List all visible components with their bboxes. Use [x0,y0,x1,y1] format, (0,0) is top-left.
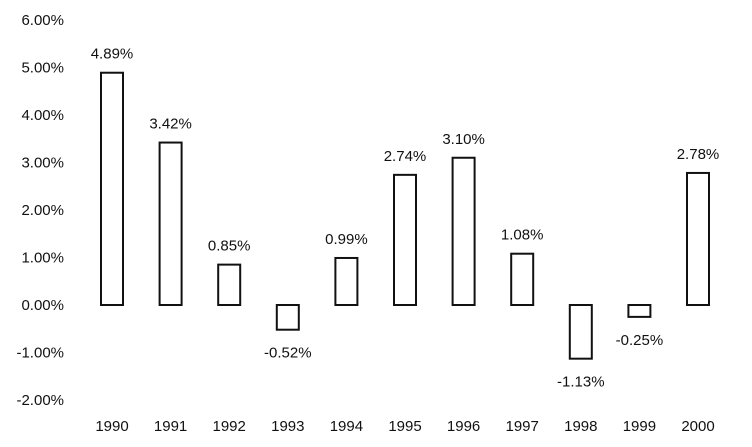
data-label-1997: 1.08% [501,227,544,244]
y-tick-label: 2.00% [21,202,64,219]
bar-1993 [275,304,300,331]
data-label-2000: 2.78% [677,146,720,163]
x-tick-label: 1997 [506,418,539,435]
y-tick-label: 6.00% [21,12,64,29]
y-tick-label: 5.00% [21,60,64,77]
data-label-1999: -0.25% [616,332,664,349]
x-axis-tick-labels: 1990 1991 1992 1993 1994 1995 1996 1997 1998 1999… [95,418,714,435]
x-tick-label: 2000 [681,418,714,435]
y-tick-label: 3.00% [21,155,64,172]
x-tick-label: 1991 [154,418,187,435]
y-tick-label: 1.00% [21,250,64,267]
bar-1997 [510,252,535,306]
data-label-1991: 3.42% [149,116,192,133]
x-tick-label: 1990 [95,418,128,435]
y-tick-label: 0.00% [21,297,64,314]
data-label-1996: 3.10% [442,131,485,148]
x-tick-label: 1995 [388,418,421,435]
x-tick-label: 1992 [213,418,246,435]
data-label-1992: 0.85% [208,238,251,255]
x-tick-label: 1993 [271,418,304,435]
data-labels: 4.89% 3.42% 0.85% -0.52% 0.99% 2.74% 3.10% 1.08… [91,46,720,391]
bar-1994 [334,256,359,307]
data-label-1994: 0.99% [325,231,368,248]
bar-1991 [158,141,183,306]
y-tick-label: -2.00% [16,392,64,409]
x-tick-label: 1998 [564,418,597,435]
bar-2000 [686,171,710,306]
x-tick-label: 1996 [447,418,480,435]
data-label-1998: -1.13% [557,374,605,391]
bar-1995 [393,173,417,306]
bar-1990 [100,71,124,306]
y-axis-tick-labels: 6.00% 5.00% 4.00% 3.00% 2.00% 1.00% 0.00% -1.00… [16,12,64,409]
x-tick-label: 1999 [623,418,656,435]
y-tick-label: 4.00% [21,107,64,124]
bar-1996 [451,156,476,306]
data-label-1995: 2.74% [384,148,427,165]
bar-1992 [217,263,242,306]
data-label-1990: 4.89% [91,46,134,63]
y-tick-label: -1.00% [16,345,64,362]
bars [100,71,710,360]
x-tick-label: 1994 [330,418,363,435]
bar-1998 [568,304,593,360]
bar-1999 [627,304,652,318]
data-label-1993: -0.52% [264,345,312,362]
